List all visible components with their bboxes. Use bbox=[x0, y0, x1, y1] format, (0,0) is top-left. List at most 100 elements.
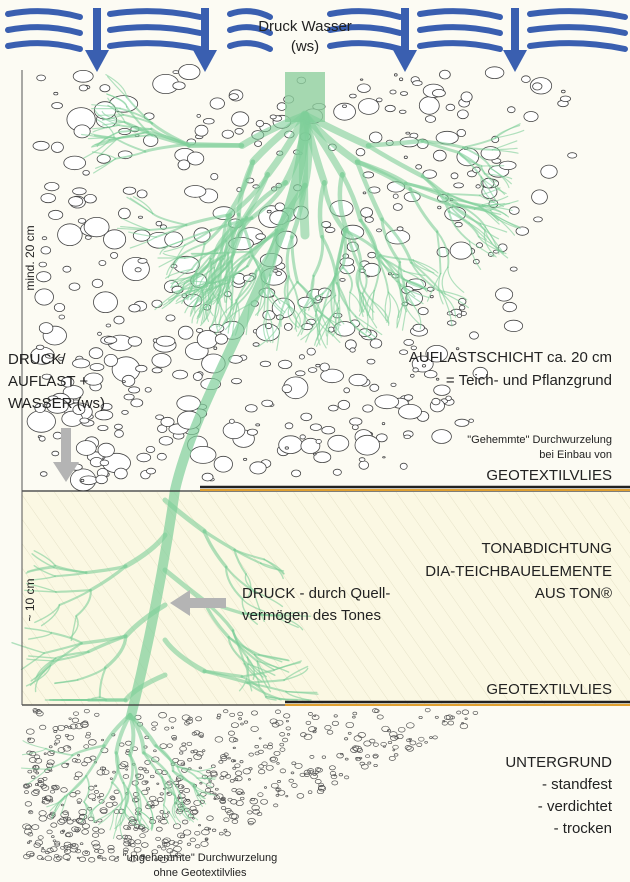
pebble bbox=[561, 90, 565, 93]
pebble bbox=[111, 252, 118, 258]
pebble bbox=[146, 468, 155, 474]
pebble bbox=[393, 204, 402, 211]
pebble bbox=[385, 105, 395, 111]
water-arrow bbox=[401, 8, 409, 52]
pebble bbox=[300, 435, 305, 439]
pebble bbox=[245, 405, 257, 412]
pebble bbox=[316, 364, 320, 367]
pebble bbox=[485, 67, 504, 79]
pebble bbox=[193, 373, 202, 381]
pebble bbox=[436, 378, 439, 380]
pebble bbox=[114, 424, 122, 429]
pebble bbox=[404, 435, 411, 439]
pebble bbox=[173, 82, 185, 90]
pebble bbox=[124, 394, 134, 400]
pebble bbox=[253, 343, 259, 347]
pebble bbox=[178, 160, 190, 170]
pebble bbox=[516, 227, 529, 235]
diagram: Druck Wasser (ws) mind. 20 cm DRUCK/ AUF… bbox=[0, 0, 630, 882]
pebble bbox=[98, 332, 102, 335]
pebble bbox=[106, 324, 111, 327]
root bbox=[286, 692, 317, 693]
layer-label: AUFLASTSCHICHT ca. 20 cm bbox=[409, 349, 612, 366]
pebble bbox=[343, 105, 347, 108]
pebble bbox=[425, 116, 435, 123]
geotextile-label: GEOTEXTILVLIES bbox=[486, 681, 612, 698]
pebble bbox=[104, 354, 117, 366]
pebble bbox=[522, 76, 531, 83]
pebble bbox=[560, 96, 570, 102]
pebble bbox=[49, 210, 63, 219]
pebble bbox=[400, 463, 407, 469]
note: bei Einbau von bbox=[539, 449, 612, 461]
pebble bbox=[433, 150, 446, 161]
pressure-label: DRUCK - durch Quell- bbox=[242, 585, 390, 602]
pebble bbox=[122, 410, 129, 414]
pebble bbox=[51, 142, 63, 152]
pebble bbox=[214, 456, 232, 472]
pebble bbox=[37, 75, 46, 81]
pebble bbox=[79, 85, 87, 91]
pebble bbox=[211, 173, 218, 179]
pebble bbox=[247, 429, 257, 435]
pebble bbox=[399, 110, 406, 113]
pebble bbox=[39, 436, 45, 441]
pebble bbox=[470, 332, 479, 339]
pebble bbox=[416, 165, 422, 169]
pebble bbox=[138, 216, 142, 218]
layer-label: UNTERGRUND bbox=[505, 754, 612, 771]
pebble bbox=[397, 227, 403, 231]
layer-label: - standfest bbox=[542, 776, 613, 793]
pebble bbox=[375, 395, 399, 409]
water-arrow bbox=[201, 8, 209, 52]
pebble bbox=[58, 224, 83, 246]
pebble bbox=[256, 120, 264, 126]
top-label: Druck Wasser bbox=[258, 18, 352, 35]
pebble bbox=[165, 232, 183, 247]
pebble bbox=[438, 206, 441, 209]
pebble bbox=[352, 425, 358, 430]
pebble bbox=[457, 314, 461, 318]
pebble bbox=[128, 337, 141, 347]
pebble bbox=[359, 461, 369, 469]
pebble bbox=[440, 70, 451, 79]
pebble bbox=[370, 339, 382, 348]
pebble bbox=[173, 370, 188, 379]
pebble bbox=[157, 453, 166, 460]
pebble bbox=[349, 374, 367, 385]
pebble bbox=[390, 90, 396, 94]
pebble bbox=[54, 303, 64, 311]
pebble bbox=[508, 107, 516, 113]
pebble bbox=[424, 371, 437, 378]
pebble bbox=[267, 210, 271, 213]
pebble bbox=[365, 217, 373, 223]
pebble bbox=[114, 316, 124, 324]
pebble bbox=[299, 355, 304, 359]
pebble bbox=[458, 110, 469, 119]
pebble bbox=[284, 323, 292, 330]
pebble bbox=[152, 300, 162, 307]
pebble bbox=[382, 423, 385, 425]
pebble bbox=[418, 308, 428, 315]
pebble bbox=[96, 475, 108, 484]
pebble bbox=[533, 83, 542, 90]
pebble bbox=[63, 266, 71, 272]
pebble bbox=[190, 446, 216, 463]
pebble bbox=[138, 259, 147, 264]
pebble bbox=[41, 194, 56, 203]
pebble bbox=[89, 348, 103, 359]
pebble bbox=[152, 368, 162, 373]
pebble bbox=[410, 374, 414, 377]
pebble bbox=[137, 190, 147, 198]
pebble bbox=[177, 396, 201, 411]
pebble bbox=[394, 74, 397, 76]
pebble bbox=[202, 473, 213, 481]
pebble bbox=[399, 404, 422, 419]
pebble bbox=[377, 229, 382, 232]
pebble bbox=[215, 334, 227, 344]
pebble bbox=[413, 324, 425, 331]
pebble bbox=[338, 400, 350, 409]
pebble bbox=[377, 98, 383, 102]
pebble bbox=[358, 84, 371, 93]
pebble bbox=[187, 152, 203, 165]
